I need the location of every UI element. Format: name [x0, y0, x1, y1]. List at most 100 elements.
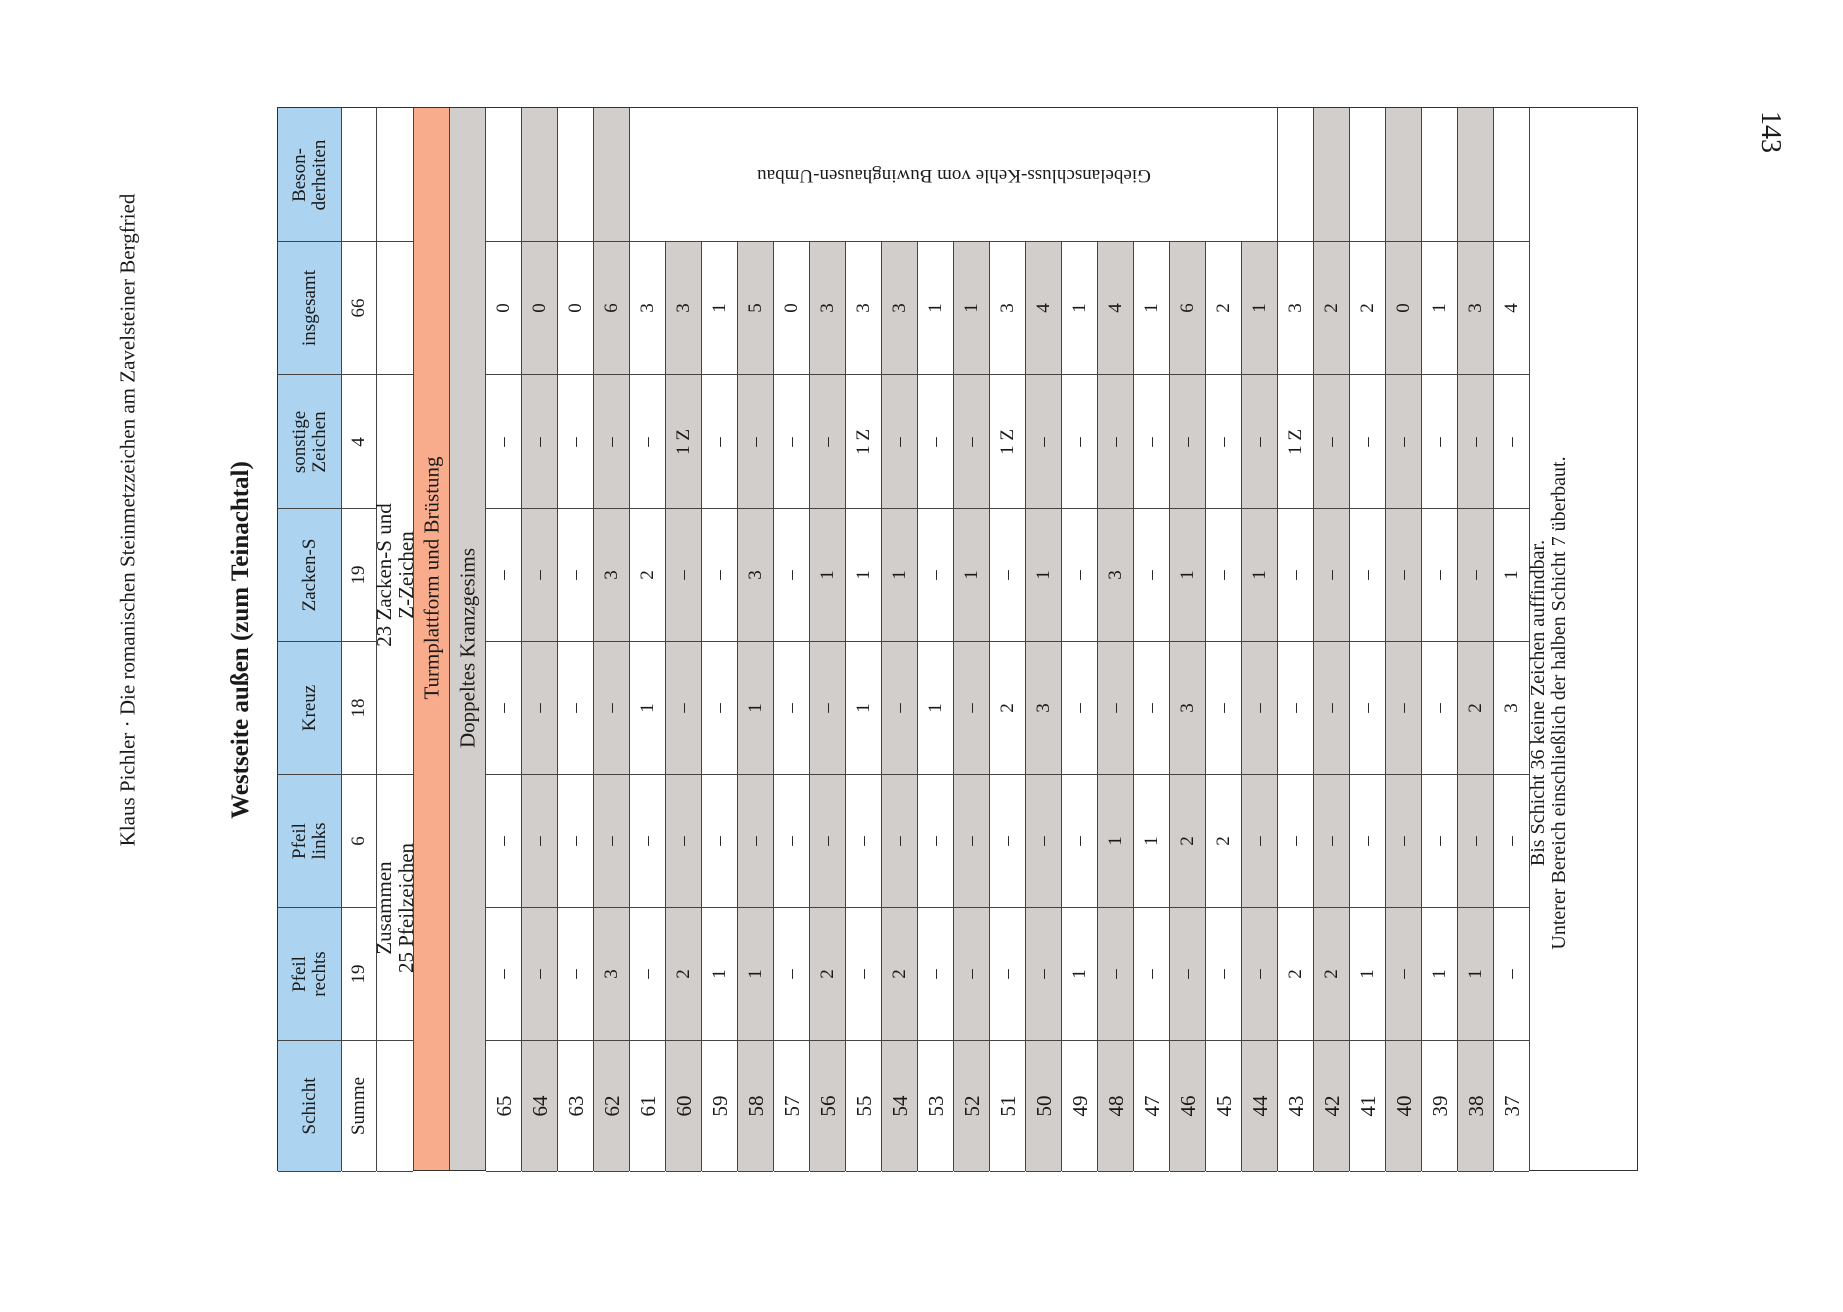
header-pr-text: Pfeil rechts [288, 951, 330, 997]
row-59-pr: 1 [702, 908, 737, 1041]
row-46-schicht-text: 46 [1175, 1095, 1200, 1117]
row-41-sonst: – [1350, 375, 1385, 509]
row-60-pr-text: 2 [672, 969, 694, 979]
row-54-ins: 3 [882, 242, 917, 375]
row-37-pr-text: – [1500, 969, 1522, 979]
row-37-besonder [1494, 108, 1529, 242]
row-64-pr: – [522, 908, 557, 1041]
row-41-zs-text: – [1356, 570, 1378, 580]
row-60-pl: – [666, 775, 701, 908]
footer-note: Bis Schicht 36 keine Zeichen auffindbar.… [1527, 456, 1570, 950]
row-43-schicht: 43 [1278, 1041, 1313, 1172]
row-55-ins: 3 [846, 242, 881, 375]
header-kreuz: Kreuz [278, 642, 341, 775]
data-row-61: 3 – 2 1 – – 61 [630, 108, 666, 1172]
row-39-kreuz-text: – [1428, 703, 1450, 713]
row-37-ins-text: 4 [1500, 303, 1522, 313]
data-row-53: 1 – – 1 – – 53 [918, 108, 954, 1172]
row-37-pr: – [1494, 908, 1529, 1041]
row-46-schicht: 46 [1170, 1041, 1205, 1172]
row-44-ins: 1 [1242, 242, 1277, 375]
row-44-pl: – [1242, 775, 1277, 908]
row-37-ins: 4 [1494, 242, 1529, 375]
row-40-sonst-text: – [1392, 436, 1414, 447]
row-46-pl-text: 2 [1176, 836, 1198, 846]
row-40-zs-text: – [1392, 570, 1414, 580]
header-pr: Pfeil rechts [278, 908, 341, 1041]
row-55-schicht-text: 55 [851, 1095, 876, 1117]
data-row-51: 3 1 Z – 2 – – 51 [990, 108, 1026, 1172]
row-52-sonst-text: – [960, 436, 982, 447]
band-kranzgesims-text: Doppeltes Kranzgesims [455, 547, 479, 749]
row-45-sonst-text: – [1212, 436, 1234, 447]
row-63-pl-text: – [564, 836, 586, 846]
row-62-kreuz-text: – [600, 703, 622, 713]
row-38-pr-text: 1 [1464, 969, 1486, 979]
row-59-zs: – [702, 509, 737, 642]
data-row-56: 3 – 1 – – 2 56 [810, 108, 846, 1172]
band-turmplattform: Turmplattform und Brüstung [414, 108, 450, 1170]
row-58-pr: 1 [738, 908, 773, 1041]
row-63-pr-text: – [564, 969, 586, 979]
row-49-sonst: – [1062, 375, 1097, 509]
row-64-ins: 0 [522, 242, 557, 375]
row-42-kreuz: – [1314, 642, 1349, 775]
row-57-schicht: 57 [774, 1041, 809, 1172]
row-59-sonst: – [702, 375, 737, 509]
row-58-pl: – [738, 775, 773, 908]
row-60-sonst: 1 Z [666, 375, 701, 509]
group-arrows: Zusammen 25 Pfeilzeichen [372, 775, 418, 1041]
row-50-kreuz-text: 3 [1032, 703, 1054, 713]
row-38-pr: 1 [1458, 908, 1493, 1041]
row-41-pr-text: 1 [1356, 969, 1378, 979]
row-65-pr-text: – [492, 969, 514, 979]
row-63-besonder [558, 108, 593, 242]
row-49-schicht-text: 49 [1067, 1095, 1092, 1117]
row-48-schicht: 48 [1098, 1041, 1133, 1172]
row-45-schicht: 45 [1206, 1041, 1241, 1172]
row-65-ins-text: 0 [492, 303, 514, 313]
summe-ins: 66 [342, 242, 376, 375]
row-59-zs-text: – [708, 570, 730, 580]
row-53-schicht: 53 [918, 1041, 953, 1172]
row-51-sonst: 1 Z [990, 375, 1025, 509]
row-41-schicht-text: 41 [1355, 1095, 1380, 1117]
row-38-schicht: 38 [1458, 1041, 1493, 1172]
header-ins: insgesamt [278, 242, 341, 375]
row-47-kreuz: – [1134, 642, 1169, 775]
row-59-ins: 1 [702, 242, 737, 375]
summe-pr: 19 [342, 908, 376, 1041]
summe-zs: 19 [342, 509, 376, 642]
row-51-zs-text: – [996, 570, 1018, 580]
row-65-sonst-text: – [492, 436, 514, 447]
row-61-kreuz: 1 [630, 642, 665, 775]
row-42-ins: 2 [1314, 242, 1349, 375]
row-65-pr: – [486, 908, 521, 1041]
row-54-pr-text: 2 [888, 969, 910, 979]
row-56-ins: 3 [810, 242, 845, 375]
row-44-kreuz: – [1242, 642, 1277, 775]
row-49-zs-text: – [1068, 570, 1090, 580]
row-51-pr: – [990, 908, 1025, 1041]
row-43-zs-text: – [1284, 570, 1306, 580]
row-55-zs-text: 1 [852, 570, 874, 580]
row-53-sonst-text: – [924, 436, 946, 447]
row-40-kreuz-text: – [1392, 703, 1414, 713]
row-58-schicht: 58 [738, 1041, 773, 1172]
summe-sonst-text: 4 [348, 436, 370, 447]
row-61-zs-text: 2 [636, 570, 658, 580]
row-56-pl-text: – [816, 836, 838, 846]
row-38-sonst-text: – [1464, 436, 1486, 447]
row-46-pr: – [1170, 908, 1205, 1041]
row-56-zs-text: 1 [816, 570, 838, 580]
row-48-kreuz-text: – [1104, 703, 1126, 713]
row-44-pl-text: – [1248, 836, 1270, 846]
row-51-pl: – [990, 775, 1025, 908]
row-42-pl: – [1314, 775, 1349, 908]
row-52-sonst: – [954, 375, 989, 509]
row-57-pl: – [774, 775, 809, 908]
row-50-pr: – [1026, 908, 1061, 1041]
footer-column: Bis Schicht 36 keine Zeichen auffindbar.… [1527, 108, 1570, 1170]
row-61-pl-text: – [636, 836, 658, 846]
row-58-zs: 3 [738, 509, 773, 642]
